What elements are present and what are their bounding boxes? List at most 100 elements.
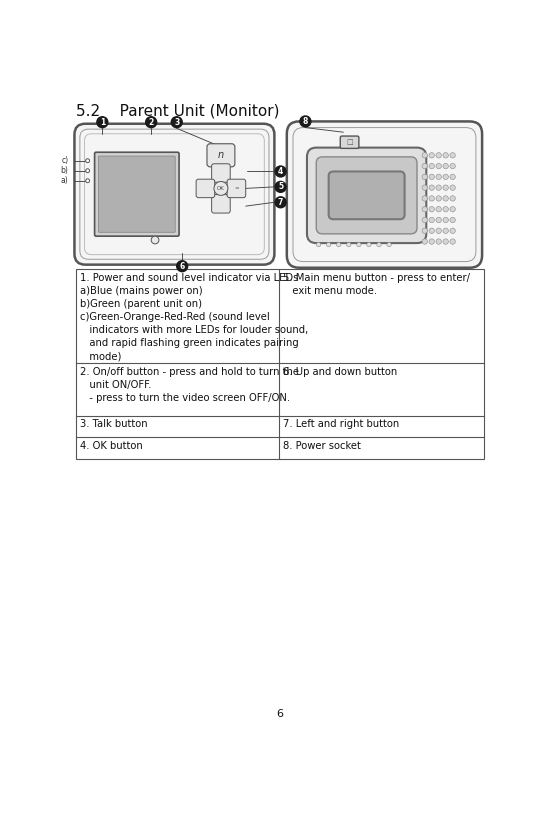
Circle shape — [422, 185, 428, 190]
Circle shape — [429, 153, 435, 158]
Circle shape — [436, 196, 441, 201]
Text: 8. Power socket: 8. Power socket — [283, 441, 361, 451]
Circle shape — [443, 239, 448, 244]
Text: 4. OK button: 4. OK button — [80, 441, 143, 451]
Circle shape — [176, 260, 188, 272]
Circle shape — [422, 228, 428, 233]
Circle shape — [422, 174, 428, 180]
Text: 7: 7 — [278, 198, 283, 207]
FancyBboxPatch shape — [212, 194, 230, 213]
Circle shape — [450, 228, 455, 233]
Circle shape — [377, 242, 381, 247]
Circle shape — [436, 185, 441, 190]
Text: 1. Power and sound level indicator via LEDs
a)Blue (mains power on)
b)Green (par: 1. Power and sound level indicator via L… — [80, 273, 308, 361]
Circle shape — [357, 242, 361, 247]
Circle shape — [443, 228, 448, 233]
Circle shape — [429, 228, 435, 233]
Text: 8: 8 — [302, 117, 308, 126]
FancyBboxPatch shape — [287, 121, 482, 267]
Text: 3. Talk button: 3. Talk button — [80, 420, 147, 429]
Circle shape — [429, 239, 435, 244]
Text: 4: 4 — [278, 167, 283, 176]
Circle shape — [436, 217, 441, 223]
Circle shape — [450, 196, 455, 201]
Circle shape — [450, 174, 455, 180]
FancyBboxPatch shape — [227, 179, 246, 198]
Circle shape — [443, 207, 448, 212]
Circle shape — [443, 217, 448, 223]
Text: =: = — [234, 186, 239, 191]
Circle shape — [443, 163, 448, 169]
Circle shape — [429, 207, 435, 212]
Circle shape — [429, 217, 435, 223]
Text: 2: 2 — [149, 118, 154, 127]
FancyBboxPatch shape — [307, 148, 426, 243]
Circle shape — [367, 242, 371, 247]
Circle shape — [86, 169, 90, 172]
Circle shape — [86, 179, 90, 183]
Text: 7. Left and right button: 7. Left and right button — [283, 420, 399, 429]
FancyBboxPatch shape — [74, 124, 275, 265]
Circle shape — [422, 239, 428, 244]
Circle shape — [422, 217, 428, 223]
Circle shape — [336, 242, 341, 247]
Text: OK: OK — [217, 186, 225, 191]
Circle shape — [422, 207, 428, 212]
Circle shape — [450, 217, 455, 223]
Text: 2. On/off button - press and hold to turn the
   unit ON/OFF.
   - press to turn: 2. On/off button - press and hold to tur… — [80, 367, 299, 403]
Circle shape — [422, 196, 428, 201]
Circle shape — [387, 242, 391, 247]
Bar — [76, 269, 484, 459]
Text: a): a) — [61, 176, 68, 185]
Text: b): b) — [61, 166, 68, 176]
Circle shape — [450, 207, 455, 212]
Circle shape — [275, 180, 287, 193]
Circle shape — [347, 242, 351, 247]
Circle shape — [86, 159, 90, 163]
Circle shape — [316, 242, 321, 247]
Circle shape — [436, 174, 441, 180]
Circle shape — [436, 153, 441, 158]
FancyBboxPatch shape — [316, 157, 417, 234]
Circle shape — [170, 116, 183, 128]
Circle shape — [436, 207, 441, 212]
Text: 6: 6 — [180, 262, 185, 271]
FancyBboxPatch shape — [329, 172, 405, 220]
FancyBboxPatch shape — [94, 152, 179, 236]
Circle shape — [443, 174, 448, 180]
Text: 6: 6 — [276, 709, 283, 719]
Circle shape — [436, 239, 441, 244]
Circle shape — [275, 165, 287, 177]
FancyBboxPatch shape — [196, 179, 215, 198]
Text: 3: 3 — [174, 118, 180, 127]
Circle shape — [450, 163, 455, 169]
Circle shape — [443, 185, 448, 190]
Circle shape — [422, 163, 428, 169]
Circle shape — [429, 174, 435, 180]
Circle shape — [299, 115, 312, 128]
Text: 1: 1 — [100, 118, 105, 127]
Circle shape — [429, 185, 435, 190]
Circle shape — [450, 239, 455, 244]
Text: 5: 5 — [278, 182, 283, 191]
Circle shape — [214, 181, 228, 195]
Circle shape — [145, 116, 157, 128]
FancyBboxPatch shape — [212, 163, 230, 182]
Circle shape — [436, 163, 441, 169]
Text: n: n — [218, 150, 224, 160]
Circle shape — [436, 228, 441, 233]
Circle shape — [96, 116, 109, 128]
FancyBboxPatch shape — [340, 136, 359, 149]
Circle shape — [327, 242, 331, 247]
FancyBboxPatch shape — [207, 144, 235, 167]
Circle shape — [450, 185, 455, 190]
Circle shape — [443, 196, 448, 201]
Circle shape — [151, 236, 159, 244]
Circle shape — [275, 196, 287, 208]
Circle shape — [422, 153, 428, 158]
Text: 5. Main menu button - press to enter/
   exit menu mode.: 5. Main menu button - press to enter/ ex… — [283, 273, 470, 296]
Text: □: □ — [346, 139, 353, 146]
Circle shape — [429, 163, 435, 169]
Text: 5.2    Parent Unit (Monitor): 5.2 Parent Unit (Monitor) — [76, 104, 280, 119]
Circle shape — [443, 153, 448, 158]
